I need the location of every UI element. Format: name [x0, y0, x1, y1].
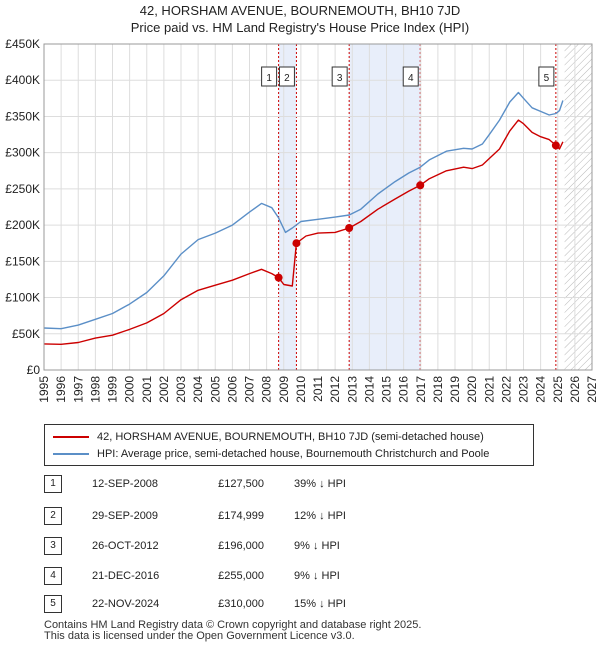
transaction-price: £127,500: [218, 478, 264, 490]
transaction-number: 3: [44, 537, 62, 555]
sale-label-box: [331, 66, 348, 87]
shaded-span: [349, 44, 421, 370]
transaction-price: £174,999: [218, 510, 264, 522]
transaction-hpi-diff: 39% ↓ HPI: [294, 478, 346, 490]
sale-label-box: [278, 66, 295, 87]
x-tick-label: 2000: [123, 376, 137, 403]
y-tick-label: £200K: [5, 218, 40, 232]
y-tick-label: £0: [27, 363, 41, 377]
y-tick-label: £450K: [5, 37, 40, 51]
x-tick-label: 2024: [534, 376, 548, 403]
x-tick-label: 1997: [71, 376, 85, 403]
x-tick-label: 2009: [277, 376, 291, 403]
sale-label-box: [261, 66, 278, 87]
transaction-hpi-diff: 15% ↓ HPI: [294, 598, 346, 610]
transaction-date: 12-SEP-2008: [92, 478, 159, 490]
sale-point: [416, 181, 425, 190]
x-tick-label: 2027: [585, 376, 599, 403]
x-tick-label: 1996: [54, 376, 68, 403]
transaction-date: 26-OCT-2012: [92, 540, 159, 552]
legend-item-property: 42, HORSHAM AVENUE, BOURNEMOUTH, BH10 7J…: [53, 429, 484, 445]
chart-title: 42, HORSHAM AVENUE, BOURNEMOUTH, BH10 7J…: [0, 2, 600, 36]
x-tick-label: 2025: [551, 376, 565, 403]
transaction-number: 1: [44, 475, 62, 493]
x-tick-label: 2023: [517, 376, 531, 403]
sale-point: [345, 224, 354, 233]
x-tick-label: 1995: [37, 376, 51, 403]
legend-blue-line: [53, 453, 89, 455]
x-tick-label: 2007: [243, 376, 257, 403]
transaction-hpi-diff: 9% ↓ HPI: [294, 540, 340, 552]
sale-label-box: [402, 66, 419, 87]
y-tick-label: £50K: [12, 327, 40, 341]
sale-label: 3: [337, 73, 343, 84]
sale-point: [274, 273, 283, 282]
legend-hpi-label: HPI: Average price, semi-detached house,…: [97, 448, 490, 460]
sale-label: 5: [544, 73, 550, 84]
transaction-date: 21-DEC-2016: [92, 570, 160, 582]
legend-property-label: 42, HORSHAM AVENUE, BOURNEMOUTH, BH10 7J…: [97, 431, 484, 443]
sale-label: 1: [266, 73, 272, 84]
x-tick-label: 2008: [260, 376, 274, 403]
shaded-span: [278, 44, 297, 370]
transaction-number: 4: [44, 567, 62, 585]
transaction-date: 22-NOV-2024: [92, 598, 160, 610]
y-tick-label: £400K: [5, 73, 40, 87]
x-tick-label: 2022: [499, 376, 513, 403]
x-tick-label: 2002: [157, 376, 171, 403]
x-tick-label: 2026: [568, 376, 582, 403]
x-tick-label: 2014: [362, 376, 376, 403]
title-line-1: 42, HORSHAM AVENUE, BOURNEMOUTH, BH10 7J…: [139, 3, 461, 18]
transaction-price: £310,000: [218, 598, 264, 610]
chart-legend: 42, HORSHAM AVENUE, BOURNEMOUTH, BH10 7J…: [44, 424, 534, 466]
x-tick-label: 2013: [345, 376, 359, 403]
x-tick-label: 2015: [380, 376, 394, 403]
x-tick-label: 2005: [208, 376, 222, 403]
legend-red-line: [53, 436, 89, 438]
sale-label: 4: [408, 73, 414, 84]
x-tick-label: 2016: [397, 376, 411, 403]
y-tick-label: £150K: [5, 254, 40, 268]
plot-border: [43, 43, 593, 371]
x-tick-label: 1998: [88, 376, 102, 403]
x-tick-label: 2020: [465, 376, 479, 403]
footer-line-1: Contains HM Land Registry data © Crown c…: [44, 619, 422, 631]
x-tick-label: 2001: [140, 376, 154, 403]
price-chart: 1 2 3 4 5 £0 £50K £100K £150K £200K £250K £300K £35…: [5, 37, 599, 403]
sale-point: [551, 141, 560, 150]
series-line: [43, 91, 564, 330]
x-tick-label: 2010: [294, 376, 308, 403]
footer-attribution: Contains HM Land Registry data © Crown c…: [44, 620, 421, 642]
x-tick-label: 1999: [106, 376, 120, 403]
y-tick-label: £300K: [5, 146, 40, 160]
sale-label-box: [538, 66, 555, 87]
footer-line-2: This data is licensed under the Open Gov…: [44, 630, 355, 642]
transaction-number: 2: [44, 507, 62, 525]
x-tick-label: 2021: [482, 376, 496, 403]
transaction-date: 29-SEP-2009: [92, 510, 159, 522]
title-line-2: Price paid vs. HM Land Registry's House …: [130, 20, 470, 35]
y-tick-label: £250K: [5, 182, 40, 196]
transaction-hpi-diff: 12% ↓ HPI: [294, 510, 346, 522]
x-tick-label: 2003: [174, 376, 188, 403]
x-tick-label: 2004: [191, 376, 205, 403]
x-tick-label: 2012: [328, 376, 342, 403]
transaction-price: £196,000: [218, 540, 264, 552]
y-tick-label: £350K: [5, 109, 40, 123]
transaction-hpi-diff: 9% ↓ HPI: [294, 570, 340, 582]
transaction-price: £255,000: [218, 570, 264, 582]
x-tick-label: 2018: [431, 376, 445, 403]
y-tick-label: £100K: [5, 291, 40, 305]
series-line: [43, 119, 564, 345]
sale-point: [292, 239, 301, 248]
x-tick-label: 2011: [311, 376, 325, 402]
sale-label: 2: [284, 73, 290, 84]
x-tick-label: 2006: [225, 376, 239, 403]
x-tick-label: 2019: [448, 376, 462, 403]
x-tick-label: 2017: [414, 376, 428, 403]
legend-item-hpi: HPI: Average price, semi-detached house,…: [53, 446, 489, 462]
transaction-number: 5: [44, 595, 62, 613]
future-hatch: [564, 44, 592, 370]
